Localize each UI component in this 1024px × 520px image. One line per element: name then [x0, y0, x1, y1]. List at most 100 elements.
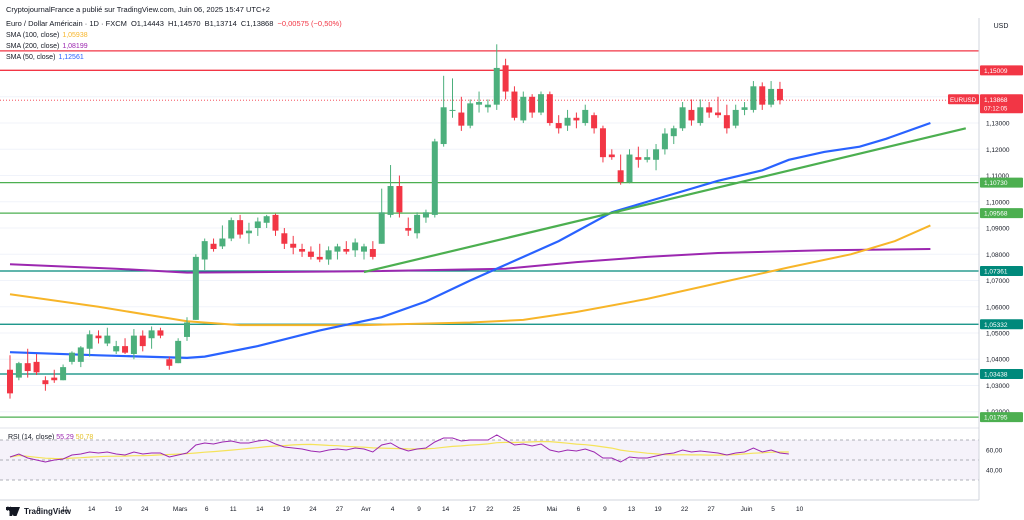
candle-body: [307, 251, 314, 257]
rsi-ma-line: [9, 440, 789, 460]
candle-body: [546, 94, 553, 124]
time-tick-label: Avr: [361, 506, 371, 513]
candle-body: [635, 157, 642, 160]
price-tick-label: 1,09000: [986, 226, 1010, 233]
candle-body: [210, 243, 217, 250]
candle-body: [599, 128, 606, 158]
candle-body: [449, 109, 456, 111]
level-tag-label: 1,03438: [984, 371, 1008, 378]
time-tick-label: 4: [391, 506, 395, 513]
candle-body: [148, 330, 155, 339]
price-tick-label: 1,03000: [986, 383, 1010, 390]
price-tick-label: 1,10000: [986, 199, 1010, 206]
time-tick-label: 25: [513, 506, 521, 513]
candle-body: [51, 377, 58, 381]
candle-body: [237, 220, 244, 235]
symbol-title[interactable]: Euro / Dollar Américain · 1D · FXCM: [6, 19, 127, 28]
price-tick-label: 1,08000: [986, 252, 1010, 259]
level-tag: [980, 368, 1023, 379]
sma200-legend[interactable]: SMA (200, close) 1,08199: [6, 43, 88, 50]
time-tick-label: 14: [88, 506, 96, 513]
tradingview-logo-icon: [6, 507, 20, 516]
time-tick-label: 17: [469, 506, 477, 513]
candle-body: [33, 361, 40, 373]
rsi-label: RSI (14, close): [8, 434, 55, 441]
candle-body: [104, 335, 111, 344]
candle-body: [263, 216, 270, 223]
candle-body: [122, 346, 129, 353]
candle-body: [422, 212, 429, 218]
candle-body: [254, 221, 261, 229]
tradingview-branding[interactable]: TradingView: [6, 507, 71, 516]
level-tag: [980, 177, 1023, 188]
ohlc-line: Euro / Dollar Américain · 1D · FXCM O1,1…: [6, 19, 344, 28]
sma100-legend[interactable]: SMA (100, close) 1,05938: [6, 32, 88, 39]
candle-body: [166, 359, 173, 366]
candle-body: [706, 107, 713, 113]
candle-body: [502, 65, 509, 92]
symbol-tag-label: EURUSD: [950, 97, 977, 104]
time-tick-label: 22: [681, 506, 689, 513]
moving-averages: [9, 121, 967, 360]
candle-body: [77, 347, 84, 362]
rsi-legend[interactable]: RSI (14, close) 55,29 50,78: [8, 434, 93, 441]
candle-body: [290, 243, 297, 248]
price-axis-bg: [979, 0, 1024, 520]
sma200-value: 1,08199: [62, 43, 88, 50]
candle-body: [564, 117, 571, 126]
candle-body: [750, 86, 757, 110]
candle-body: [175, 340, 182, 364]
candle-body: [316, 256, 323, 260]
sma50-value: 1,12561: [58, 54, 84, 61]
low-value: B1,13714: [204, 19, 237, 28]
candle-body: [723, 115, 730, 129]
level-tag-label: 1,15009: [984, 68, 1008, 75]
level-tag-label: 1,01795: [984, 415, 1008, 422]
current-price-label: 1,13868: [984, 97, 1008, 104]
candle-body: [555, 123, 562, 129]
sma200-label: SMA (200, close): [6, 43, 60, 50]
candle-body: [697, 107, 704, 124]
candle-body: [617, 170, 624, 183]
candle-body: [732, 109, 739, 126]
candle-body: [387, 186, 394, 215]
candle-body: [493, 67, 500, 105]
time-tick-label: Mai: [547, 506, 557, 513]
price-tick-label: 1,05000: [986, 330, 1010, 337]
time-tick-label: févr: [7, 506, 19, 513]
candle-body: [626, 154, 633, 183]
candle-body: [95, 335, 102, 339]
time-tick-label: 9: [417, 506, 421, 513]
candle-body: [776, 88, 783, 101]
publisher-line: CryptojournalFrance a publié sur Trading…: [6, 5, 272, 14]
price-tick-label: 1,04000: [986, 357, 1010, 364]
time-tick-label: 9: [603, 506, 607, 513]
time-tick-label: 27: [336, 506, 344, 513]
time-tick-label: 10: [796, 506, 804, 513]
rsi-tick-label: 60,00: [986, 448, 1003, 455]
level-tag: [980, 65, 1023, 76]
price-tick-label: 1,12000: [986, 147, 1010, 154]
candle-body: [334, 246, 341, 252]
time-tick-label: 14: [442, 506, 450, 513]
price-tick-label: 1,06000: [986, 304, 1010, 311]
symbol-tag: [948, 94, 979, 105]
time-tick-label: 19: [654, 506, 662, 513]
candles: [7, 44, 783, 399]
currency-label: USD: [994, 23, 1009, 30]
candle-body: [529, 96, 536, 113]
level-tag-label: 1,07361: [984, 269, 1008, 276]
countdown-label: 07:12:05: [984, 107, 1008, 113]
open-value: O1,14443: [130, 19, 164, 28]
branding-text: TradingView: [24, 507, 71, 516]
sma50-legend[interactable]: SMA (50, close) 1,12561: [6, 54, 84, 61]
time-tick-label: 19: [283, 506, 291, 513]
candle-body: [15, 363, 22, 378]
level-tag: [980, 319, 1023, 330]
candle-body: [228, 220, 235, 239]
candle-body: [139, 335, 146, 347]
candle-body: [653, 149, 660, 160]
candle-body: [538, 94, 544, 113]
candle-body: [520, 96, 527, 121]
